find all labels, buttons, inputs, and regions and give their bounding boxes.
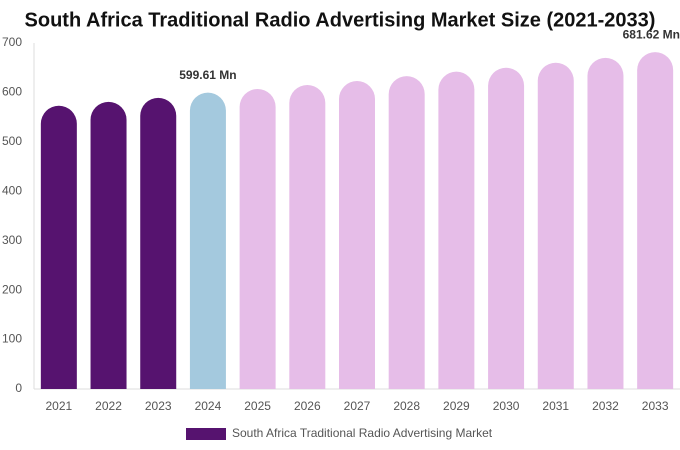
bar xyxy=(289,85,326,389)
bar xyxy=(438,71,475,389)
x-tick-label: 2027 xyxy=(344,399,371,413)
x-tick-label: 2031 xyxy=(542,399,569,413)
y-tick-label: 600 xyxy=(2,85,22,99)
x-tick-label: 2023 xyxy=(145,399,172,413)
y-tick-label: 400 xyxy=(2,183,22,197)
bar xyxy=(488,67,525,390)
y-tick-label: 100 xyxy=(2,332,22,346)
x-tick-label: 2025 xyxy=(244,399,271,413)
x-tick-label: 2033 xyxy=(642,399,669,413)
legend-label: South Africa Traditional Radio Advertisi… xyxy=(232,426,493,440)
x-tick-label: 2030 xyxy=(493,399,520,413)
x-tick-label: 2026 xyxy=(294,399,321,413)
bar xyxy=(587,57,624,389)
data-label: 681.62 Mn xyxy=(623,27,680,41)
bar xyxy=(239,88,276,390)
x-tick-label: 2021 xyxy=(45,399,72,413)
legend-swatch xyxy=(186,428,226,440)
y-tick-label: 200 xyxy=(2,282,22,296)
data-label: 599.61 Mn xyxy=(179,68,236,82)
x-tick-label: 2022 xyxy=(95,399,122,413)
y-tick-label: 0 xyxy=(15,381,22,395)
bar xyxy=(339,81,375,389)
y-tick-label: 700 xyxy=(2,35,22,49)
chart-title: South Africa Traditional Radio Advertisi… xyxy=(25,9,656,31)
x-tick-label: 2032 xyxy=(592,399,619,413)
x-tick-label: 2029 xyxy=(443,399,470,413)
bar xyxy=(388,76,425,390)
y-tick-label: 500 xyxy=(2,134,22,148)
bar xyxy=(637,52,674,390)
x-tick-label: 2024 xyxy=(195,399,222,413)
bar xyxy=(90,101,127,389)
x-tick-label: 2028 xyxy=(393,399,420,413)
bar xyxy=(40,105,77,389)
y-tick-label: 300 xyxy=(2,233,22,247)
bar xyxy=(189,92,226,390)
bar xyxy=(140,97,177,389)
bar xyxy=(537,62,574,390)
